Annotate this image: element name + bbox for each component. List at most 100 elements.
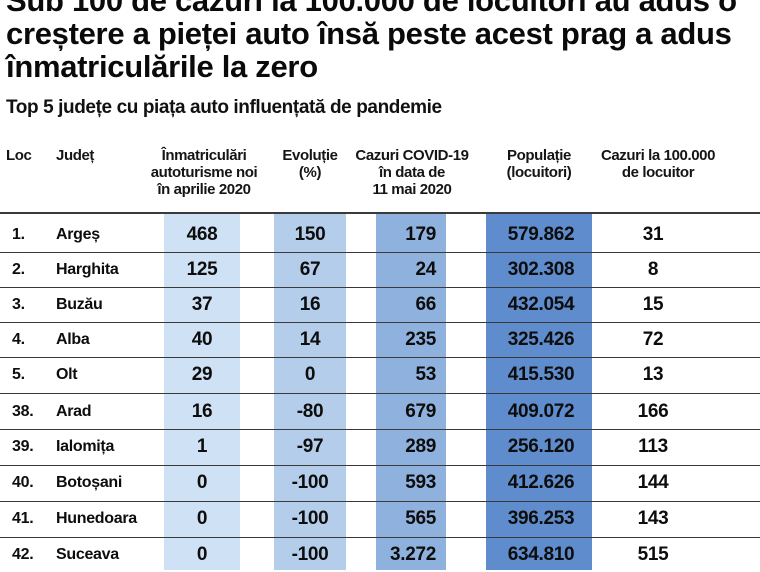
- evolution-cell: -100: [291, 544, 329, 565]
- header-population: Populație (locuitori): [486, 147, 592, 181]
- evolution-cell: 150: [294, 224, 326, 245]
- per100k-cell: 72: [642, 329, 664, 350]
- header-registrations-line-1: Înmatriculări: [161, 147, 247, 164]
- registrations-cell: 125: [186, 259, 218, 280]
- population-cell: 415.530: [507, 364, 575, 385]
- population-cell: 432.054: [507, 294, 575, 315]
- per100k-cell: 13: [642, 364, 664, 385]
- evolution-cell: 14: [299, 329, 321, 350]
- county-cell: Botoșani: [56, 474, 123, 491]
- header-covid-line-1: Cazuri COVID-19: [355, 147, 469, 164]
- row-divider: [0, 465, 760, 466]
- population-cell: 409.072: [507, 401, 575, 422]
- header-registrations: Înmatriculări autoturisme noi în aprilie…: [126, 147, 282, 198]
- rank-cell: 41.: [12, 510, 34, 527]
- header-county: Județ: [56, 147, 95, 164]
- registrations-cell: 0: [196, 472, 208, 493]
- table-row: 5. Olt 29 0 53 415.530 13: [0, 358, 760, 392]
- per100k-cell: 31: [642, 224, 664, 245]
- covid-cell: 53: [415, 364, 436, 385]
- county-cell: Arad: [56, 403, 92, 420]
- population-cell: 634.810: [507, 544, 575, 565]
- population-column-band: [486, 212, 592, 570]
- table-row: 38. Arad 16 -80 679 409.072 166: [0, 395, 760, 429]
- table-row: 41. Hunedoara 0 -100 565 396.253 143: [0, 502, 760, 536]
- county-cell: Harghita: [56, 261, 119, 278]
- header-per100k-line-2: de locuitor: [621, 164, 695, 181]
- registrations-cell: 40: [191, 329, 213, 350]
- population-cell: 325.426: [507, 329, 575, 350]
- county-cell: Argeș: [56, 226, 100, 243]
- registrations-cell: 29: [191, 364, 213, 385]
- header-covid-line-3: 11 mai 2020: [372, 181, 452, 198]
- headline-line-1: Sub 100 de cazuri la 100.000 de locuitor…: [6, 0, 737, 18]
- header-registrations-line-3: în aprilie 2020: [157, 181, 251, 198]
- county-cell: Buzău: [56, 296, 103, 313]
- row-divider: [0, 537, 760, 538]
- rank-cell: 42.: [12, 546, 34, 563]
- header-rank: Loc: [6, 147, 32, 164]
- evolution-cell: 16: [299, 294, 321, 315]
- row-divider: [0, 393, 760, 394]
- row-divider: [0, 252, 760, 253]
- rank-cell: 5.: [12, 366, 25, 383]
- per100k-cell: 143: [637, 508, 669, 529]
- per100k-cell: 15: [642, 294, 664, 315]
- table-row: 2. Harghita 125 67 24 302.308 8: [0, 253, 760, 287]
- header-evolution-line-2: (%): [298, 164, 322, 181]
- population-cell: 579.862: [507, 224, 575, 245]
- evolution-cell: -100: [291, 508, 329, 529]
- per100k-cell: 113: [638, 436, 668, 457]
- row-divider: [0, 357, 760, 358]
- headline-line-2: creștere a pieței auto însă peste acest …: [6, 16, 732, 51]
- population-cell: 396.253: [507, 508, 575, 529]
- table-row: 39. Ialomița 1 -97 289 256.120 113: [0, 430, 760, 464]
- population-cell: 256.120: [507, 436, 575, 457]
- table-subtitle: Top 5 județe cu piața auto influențată d…: [6, 97, 442, 118]
- article-headline: Sub 100 de cazuri la 100.000 de locuitor…: [6, 0, 756, 83]
- covid-cell: 565: [405, 508, 436, 529]
- rank-cell: 4.: [12, 331, 25, 348]
- registrations-cell: 37: [191, 294, 213, 315]
- row-divider: [0, 322, 760, 323]
- rank-cell: 38.: [12, 403, 34, 420]
- header-per100k-line-1: Cazuri la 100.000: [600, 147, 716, 164]
- header-population-line-2: (locuitori): [506, 164, 572, 181]
- evolution-column-band: [274, 212, 346, 570]
- registrations-cell: 0: [196, 544, 208, 565]
- rank-cell: 2.: [12, 261, 25, 278]
- covid-cell: 235: [405, 329, 436, 350]
- covid-cell: 289: [405, 436, 436, 457]
- county-cell: Olt: [56, 366, 78, 383]
- evolution-cell: -97: [296, 436, 324, 457]
- population-cell: 412.626: [507, 472, 575, 493]
- covid-cell: 179: [405, 224, 436, 245]
- rank-cell: 1.: [12, 226, 25, 243]
- header-per100k: Cazuri la 100.000 de locuitor: [592, 147, 724, 181]
- covid-column-band: [376, 212, 446, 570]
- per100k-cell: 515: [637, 544, 669, 565]
- table-row: 3. Buzău 37 16 66 432.054 15: [0, 288, 760, 322]
- county-cell: Alba: [56, 331, 90, 348]
- table-row: 40. Botoșani 0 -100 593 412.626 144: [0, 466, 760, 500]
- population-cell: 302.308: [507, 259, 575, 280]
- row-divider: [0, 429, 760, 430]
- header-registrations-line-2: autoturisme noi: [150, 164, 258, 181]
- evolution-cell: -100: [291, 472, 329, 493]
- row-divider: [0, 501, 760, 502]
- covid-cell: 24: [415, 259, 436, 280]
- covid-cell: 593: [405, 472, 436, 493]
- header-evolution-line-1: Evoluție: [282, 147, 338, 164]
- table-row: 4. Alba 40 14 235 325.426 72: [0, 323, 760, 357]
- registrations-cell: 16: [191, 401, 213, 422]
- row-divider: [0, 287, 760, 288]
- rank-cell: 40.: [12, 474, 34, 491]
- county-cell: Hunedoara: [56, 510, 137, 527]
- per100k-cell: 8: [647, 259, 659, 280]
- covid-cell: 3.272: [389, 544, 436, 565]
- covid-cell: 66: [415, 294, 436, 315]
- table-row: 42. Suceava 0 -100 3.272 634.810 515: [0, 538, 760, 572]
- registrations-cell: 0: [196, 508, 208, 529]
- evolution-cell: 0: [304, 364, 316, 385]
- registrations-column-band: [164, 212, 240, 570]
